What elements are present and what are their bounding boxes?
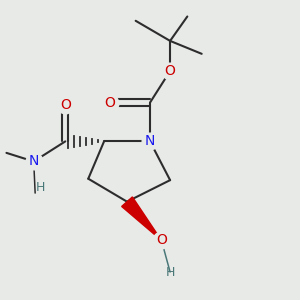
Text: O: O [165, 64, 176, 78]
Text: N: N [28, 154, 39, 169]
Text: O: O [156, 233, 167, 248]
Text: N: N [145, 134, 155, 148]
Text: O: O [60, 98, 71, 112]
Text: H: H [165, 266, 175, 278]
Text: H: H [36, 181, 46, 194]
Polygon shape [122, 197, 161, 240]
Text: O: O [104, 96, 115, 110]
